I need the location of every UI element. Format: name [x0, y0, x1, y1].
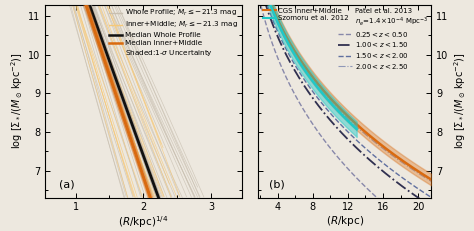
X-axis label: $(R/{\rm kpc})^{1/4}$: $(R/{\rm kpc})^{1/4}$: [118, 214, 169, 230]
Legend: Whole Profile; $M_r$$\leq$$-$21.3 mag, Inner+Middle; $M_r$$\leq$$-$21.3 mag, Med: Whole Profile; $M_r$$\leq$$-$21.3 mag, I…: [108, 7, 239, 59]
Legend: Patel et al. 2013, $n_e\!=\!1.4\!\times\!10^{-4}$ Mpc$^{-3}$, $0.25<z<0.50$, $1.: Patel et al. 2013, $n_e\!=\!1.4\!\times\…: [337, 6, 429, 72]
Y-axis label: $\log\,[\Sigma_*/(M_\odot\,{\rm kpc}^{-2})]$: $\log\,[\Sigma_*/(M_\odot\,{\rm kpc}^{-2…: [453, 53, 468, 149]
Text: (b): (b): [269, 180, 284, 190]
X-axis label: $(R/{\rm kpc})$: $(R/{\rm kpc})$: [326, 214, 364, 228]
Y-axis label: $\log\,[\Sigma_*/(M_\odot\,{\rm kpc}^{-2})]$: $\log\,[\Sigma_*/(M_\odot\,{\rm kpc}^{-2…: [9, 53, 25, 149]
Text: (a): (a): [59, 180, 74, 190]
